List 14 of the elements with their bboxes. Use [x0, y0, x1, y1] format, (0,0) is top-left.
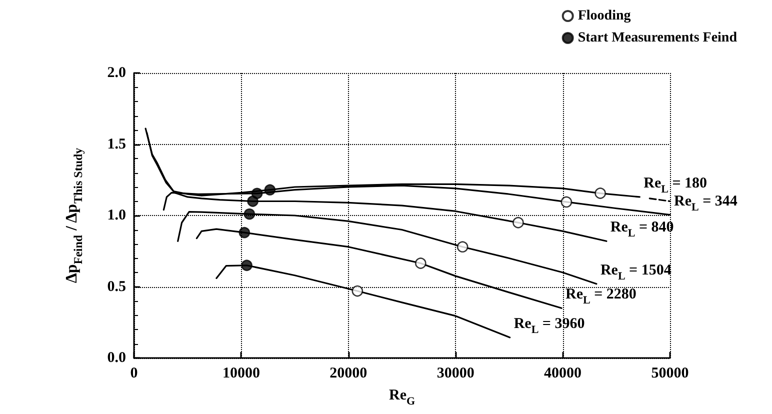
y-tick-label: 0.0 [107, 350, 126, 366]
y-tick-label: 0.5 [107, 278, 126, 295]
y-tick-label: 2.0 [107, 65, 126, 81]
x-tick-label: 30000 [436, 366, 474, 382]
y-tick-label: 1.0 [107, 208, 126, 224]
legend-label: Flooding [578, 8, 631, 24]
legend-label: Start Measurements Feind [578, 30, 738, 46]
x-tick-label: 20000 [330, 366, 368, 382]
x-tick-label: 10000 [222, 366, 260, 382]
x-tick-label: 50000 [651, 366, 689, 382]
y-tick-label: 1.5 [107, 136, 126, 152]
x-tick-label: 0 [130, 366, 138, 382]
y-axis-title: ΔpFeind / ΔpThis Study [64, 148, 85, 284]
x-tick-label: 40000 [544, 366, 582, 382]
